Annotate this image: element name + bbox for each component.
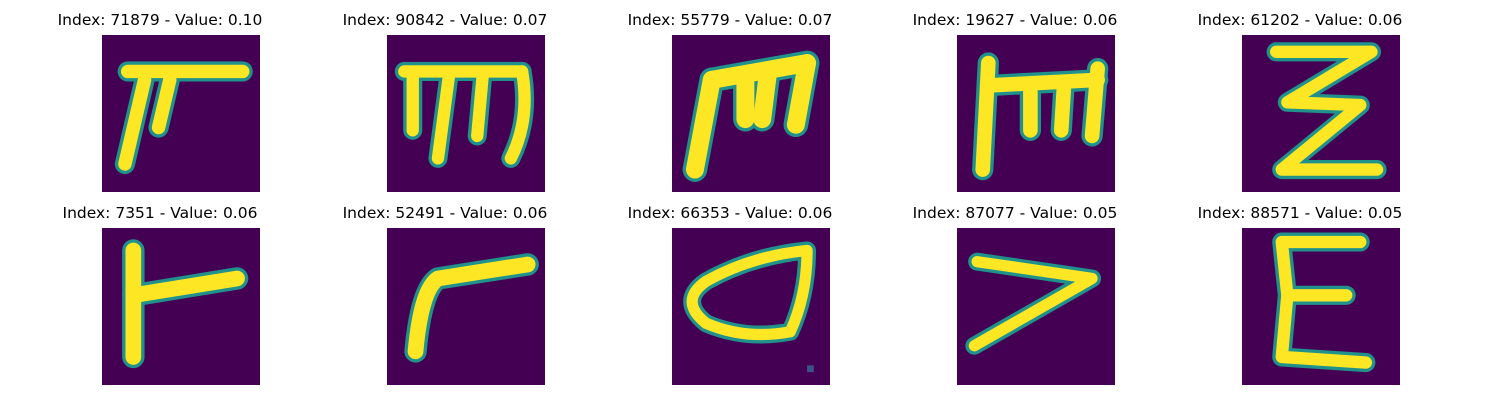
image-panel-2: Index: 90842 - Value: 0.07: [330, 10, 560, 192]
panel-title: Index: 61202 - Value: 0.06: [1197, 11, 1403, 29]
glyph-image: [102, 35, 260, 192]
image-panel-5: Index: 61202 - Value: 0.06: [1185, 10, 1415, 192]
panel-title: Index: 19627 - Value: 0.06: [912, 11, 1118, 29]
panel-title: Index: 88571 - Value: 0.05: [1197, 204, 1403, 222]
glyph-image: [102, 228, 260, 385]
glyph-image: [1242, 228, 1400, 385]
glyph-image: [387, 35, 545, 192]
image-panel-10: Index: 88571 - Value: 0.05: [1185, 203, 1415, 385]
panel-title: Index: 87077 - Value: 0.05: [912, 204, 1118, 222]
image-panel-4: Index: 19627 - Value: 0.06: [900, 10, 1130, 192]
image-panel-6: Index: 7351 - Value: 0.06: [45, 203, 275, 385]
glyph-image: [957, 35, 1115, 192]
panel-title: Index: 52491 - Value: 0.06: [342, 204, 548, 222]
image-panel-1: Index: 71879 - Value: 0.10: [45, 10, 275, 192]
glyph-image: [1242, 35, 1400, 192]
image-panel-9: Index: 87077 - Value: 0.05: [900, 203, 1130, 385]
image-panel-8: Index: 66353 - Value: 0.06: [615, 203, 845, 385]
panel-title: Index: 71879 - Value: 0.10: [57, 11, 263, 29]
image-panel-7: Index: 52491 - Value: 0.06: [330, 203, 560, 385]
image-panel-3: Index: 55779 - Value: 0.07: [615, 10, 845, 192]
panel-title: Index: 55779 - Value: 0.07: [627, 11, 833, 29]
glyph-image: [672, 228, 830, 385]
glyph-image: [672, 35, 830, 192]
panel-title: Index: 90842 - Value: 0.07: [342, 11, 548, 29]
panel-title: Index: 7351 - Value: 0.06: [62, 204, 258, 222]
glyph-image: [957, 228, 1115, 385]
glyph-image: [387, 228, 545, 385]
panel-title: Index: 66353 - Value: 0.06: [627, 204, 833, 222]
